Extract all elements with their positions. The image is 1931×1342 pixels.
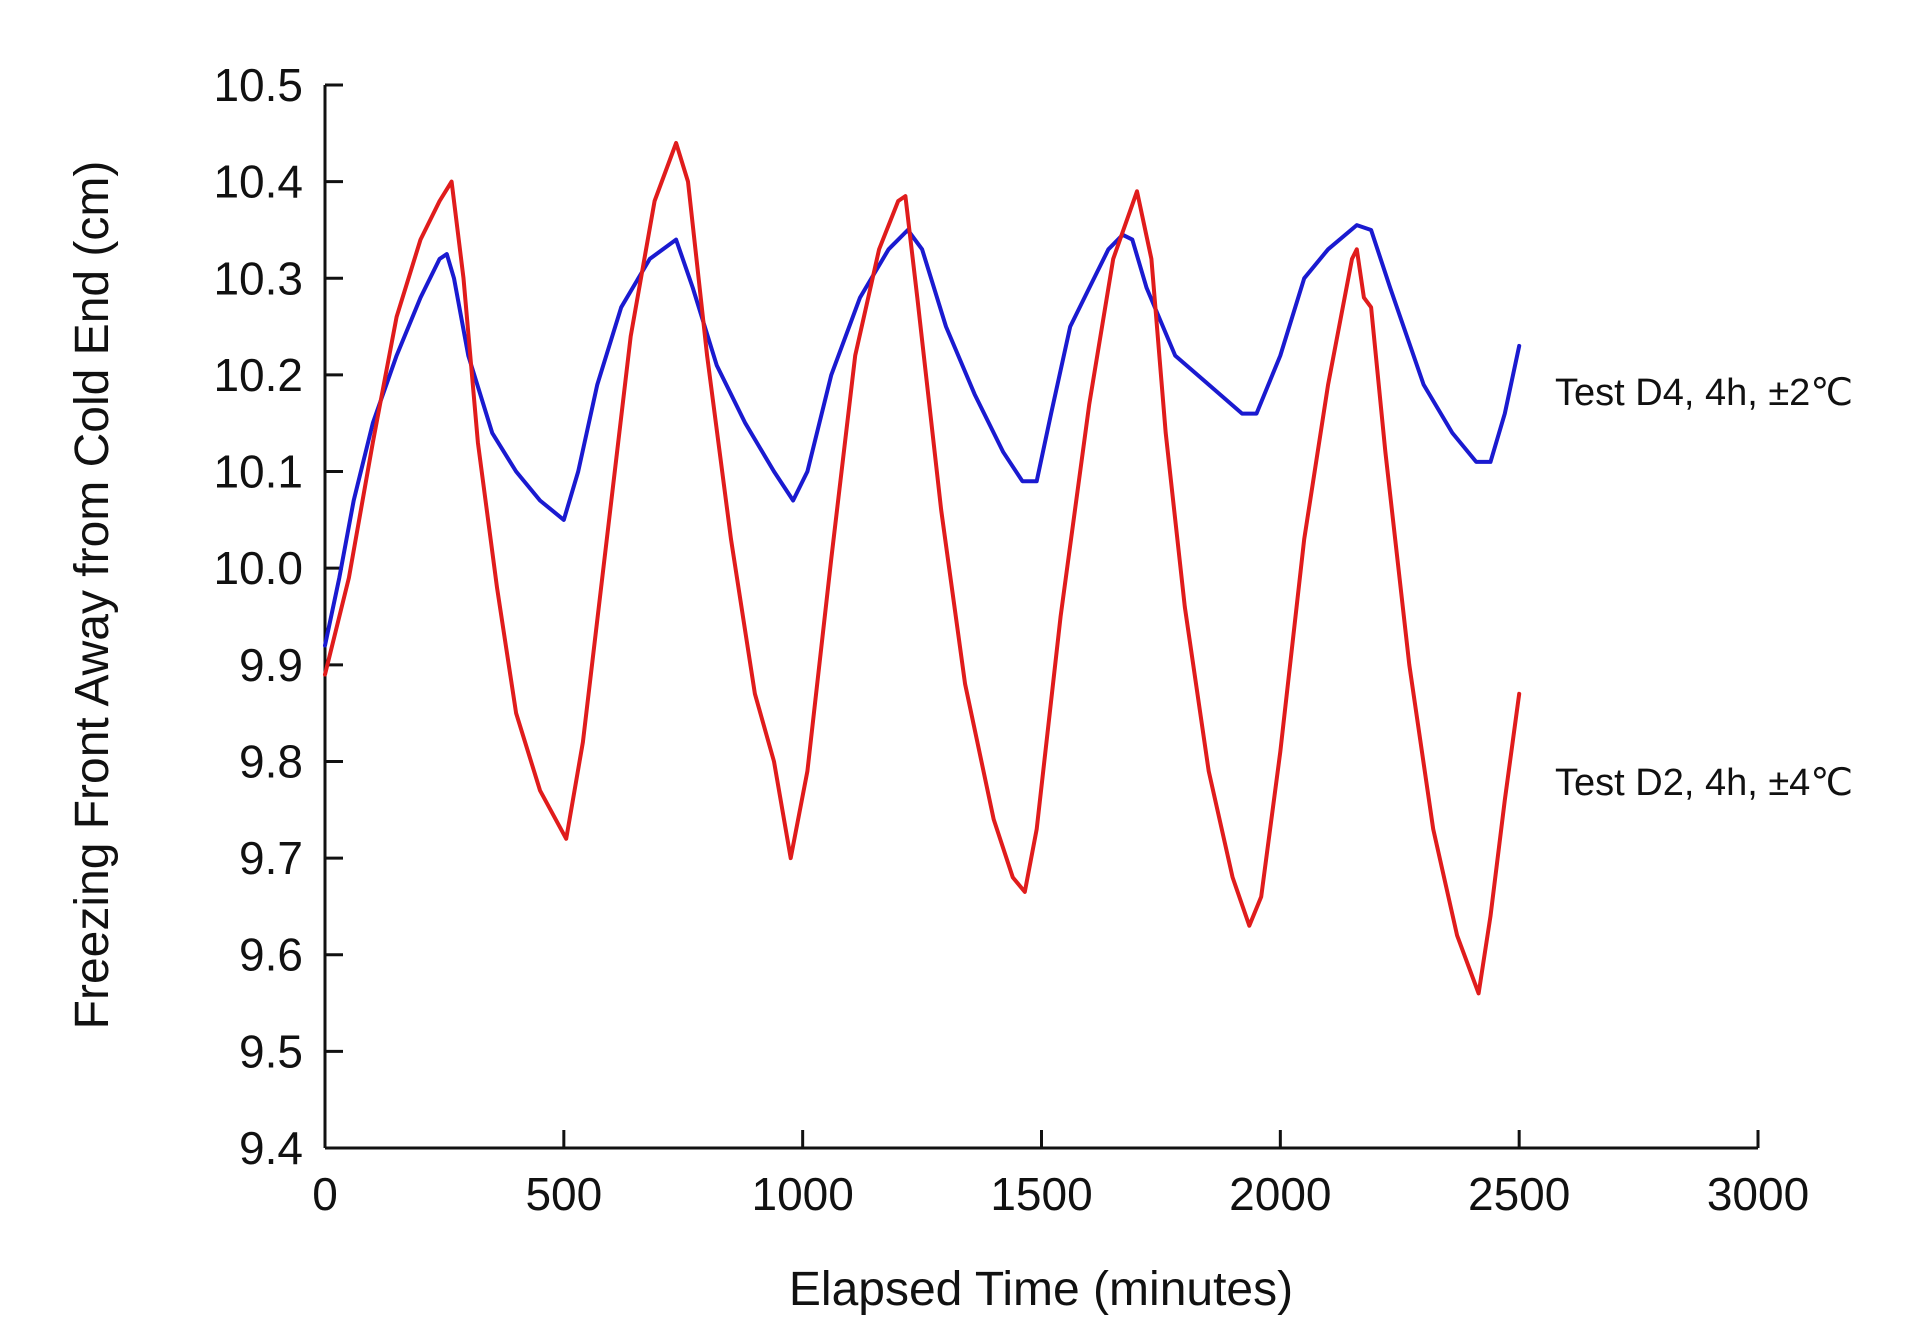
series-line-test-d4 (323, 223, 1522, 648)
y-tick-label: 9.8 (239, 735, 303, 787)
legend-label-d4: Test D4, 4h, ±2℃ (1555, 372, 1853, 414)
y-tick-label: 10.2 (213, 349, 303, 401)
series-group (323, 141, 1522, 996)
y-tick-label: 9.4 (239, 1122, 303, 1174)
y-tick-label: 10.1 (213, 446, 303, 498)
y-tick-label: 9.7 (239, 832, 303, 884)
y-tick-label: 10.4 (213, 156, 303, 208)
y-axis-title: Freezing Front Away from Cold End (cm) (66, 161, 119, 1030)
x-tick-label: 0 (312, 1168, 338, 1220)
x-tick-label: 1500 (990, 1168, 1092, 1220)
y-tick-label: 9.5 (239, 1025, 303, 1077)
y-tick-label: 9.6 (239, 929, 303, 981)
x-tick-label: 3000 (1707, 1168, 1809, 1220)
x-tick-label: 2500 (1468, 1168, 1570, 1220)
x-axis-title: Elapsed Time (minutes) (789, 1263, 1293, 1316)
y-tick-label: 10.3 (213, 252, 303, 304)
y-tick-label: 10.0 (213, 542, 303, 594)
legend-label-d2: Test D2, 4h, ±4℃ (1555, 762, 1853, 804)
x-ticks: 0 500 1000 1500 2000 2500 3000 (312, 1130, 1809, 1220)
x-tick-label: 2000 (1229, 1168, 1331, 1220)
y-tick-label: 9.9 (239, 639, 303, 691)
x-tick-label: 500 (525, 1168, 602, 1220)
y-ticks: 9.4 9.5 9.6 9.7 9.8 9.9 10.0 10.1 10.2 10.3 10.4 10… (213, 59, 343, 1174)
series-line-test-d2 (323, 141, 1522, 996)
y-tick-label: 10.5 (213, 59, 303, 111)
x-tick-label: 1000 (751, 1168, 853, 1220)
